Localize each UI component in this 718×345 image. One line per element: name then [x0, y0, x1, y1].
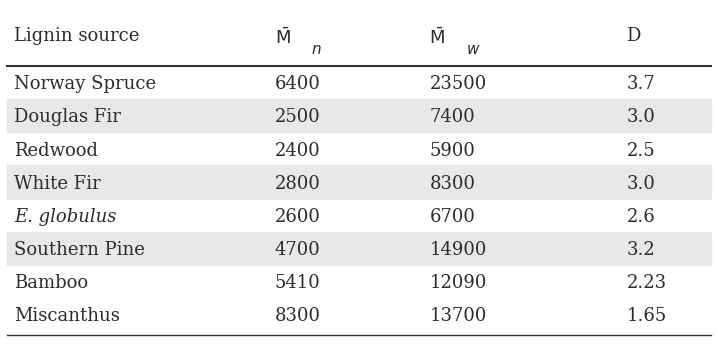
- Text: 6700: 6700: [429, 208, 475, 226]
- Text: $\bar{\mathrm{M}}$: $\bar{\mathrm{M}}$: [274, 27, 290, 48]
- Text: 5410: 5410: [274, 274, 320, 292]
- Text: Redwood: Redwood: [14, 141, 98, 159]
- Text: 8300: 8300: [274, 307, 320, 325]
- Text: 4700: 4700: [274, 241, 320, 259]
- Bar: [7, 99, 711, 132]
- Text: 5900: 5900: [429, 141, 475, 159]
- Text: Miscanthus: Miscanthus: [14, 307, 120, 325]
- Text: 2.5: 2.5: [626, 141, 655, 159]
- Bar: [7, 232, 711, 265]
- Text: 2800: 2800: [274, 175, 320, 193]
- Text: 2.23: 2.23: [626, 274, 666, 292]
- Text: 2400: 2400: [274, 141, 320, 159]
- Text: 14900: 14900: [429, 241, 487, 259]
- Text: 8300: 8300: [429, 175, 475, 193]
- Text: 6400: 6400: [274, 75, 320, 93]
- Text: $\mathit{w}$: $\mathit{w}$: [466, 42, 480, 57]
- Text: E. globulus: E. globulus: [14, 208, 117, 226]
- Text: White Fir: White Fir: [14, 175, 101, 193]
- Text: $\mathit{n}$: $\mathit{n}$: [311, 42, 322, 57]
- Text: 13700: 13700: [429, 307, 487, 325]
- Text: D: D: [626, 27, 640, 45]
- Text: 2600: 2600: [274, 208, 320, 226]
- Text: 7400: 7400: [429, 108, 475, 126]
- Text: 3.7: 3.7: [626, 75, 655, 93]
- Text: $\bar{\mathrm{M}}$: $\bar{\mathrm{M}}$: [429, 27, 445, 48]
- Text: 23500: 23500: [429, 75, 487, 93]
- Text: Bamboo: Bamboo: [14, 274, 88, 292]
- Text: 3.0: 3.0: [626, 108, 656, 126]
- Bar: [7, 165, 711, 198]
- Text: Norway Spruce: Norway Spruce: [14, 75, 157, 93]
- Text: 3.0: 3.0: [626, 175, 656, 193]
- Text: Douglas Fir: Douglas Fir: [14, 108, 121, 126]
- Text: 2500: 2500: [274, 108, 320, 126]
- Text: 12090: 12090: [429, 274, 487, 292]
- Text: 1.65: 1.65: [626, 307, 666, 325]
- Text: Lignin source: Lignin source: [14, 27, 139, 45]
- Text: 2.6: 2.6: [626, 208, 655, 226]
- Text: Southern Pine: Southern Pine: [14, 241, 145, 259]
- Text: 3.2: 3.2: [626, 241, 655, 259]
